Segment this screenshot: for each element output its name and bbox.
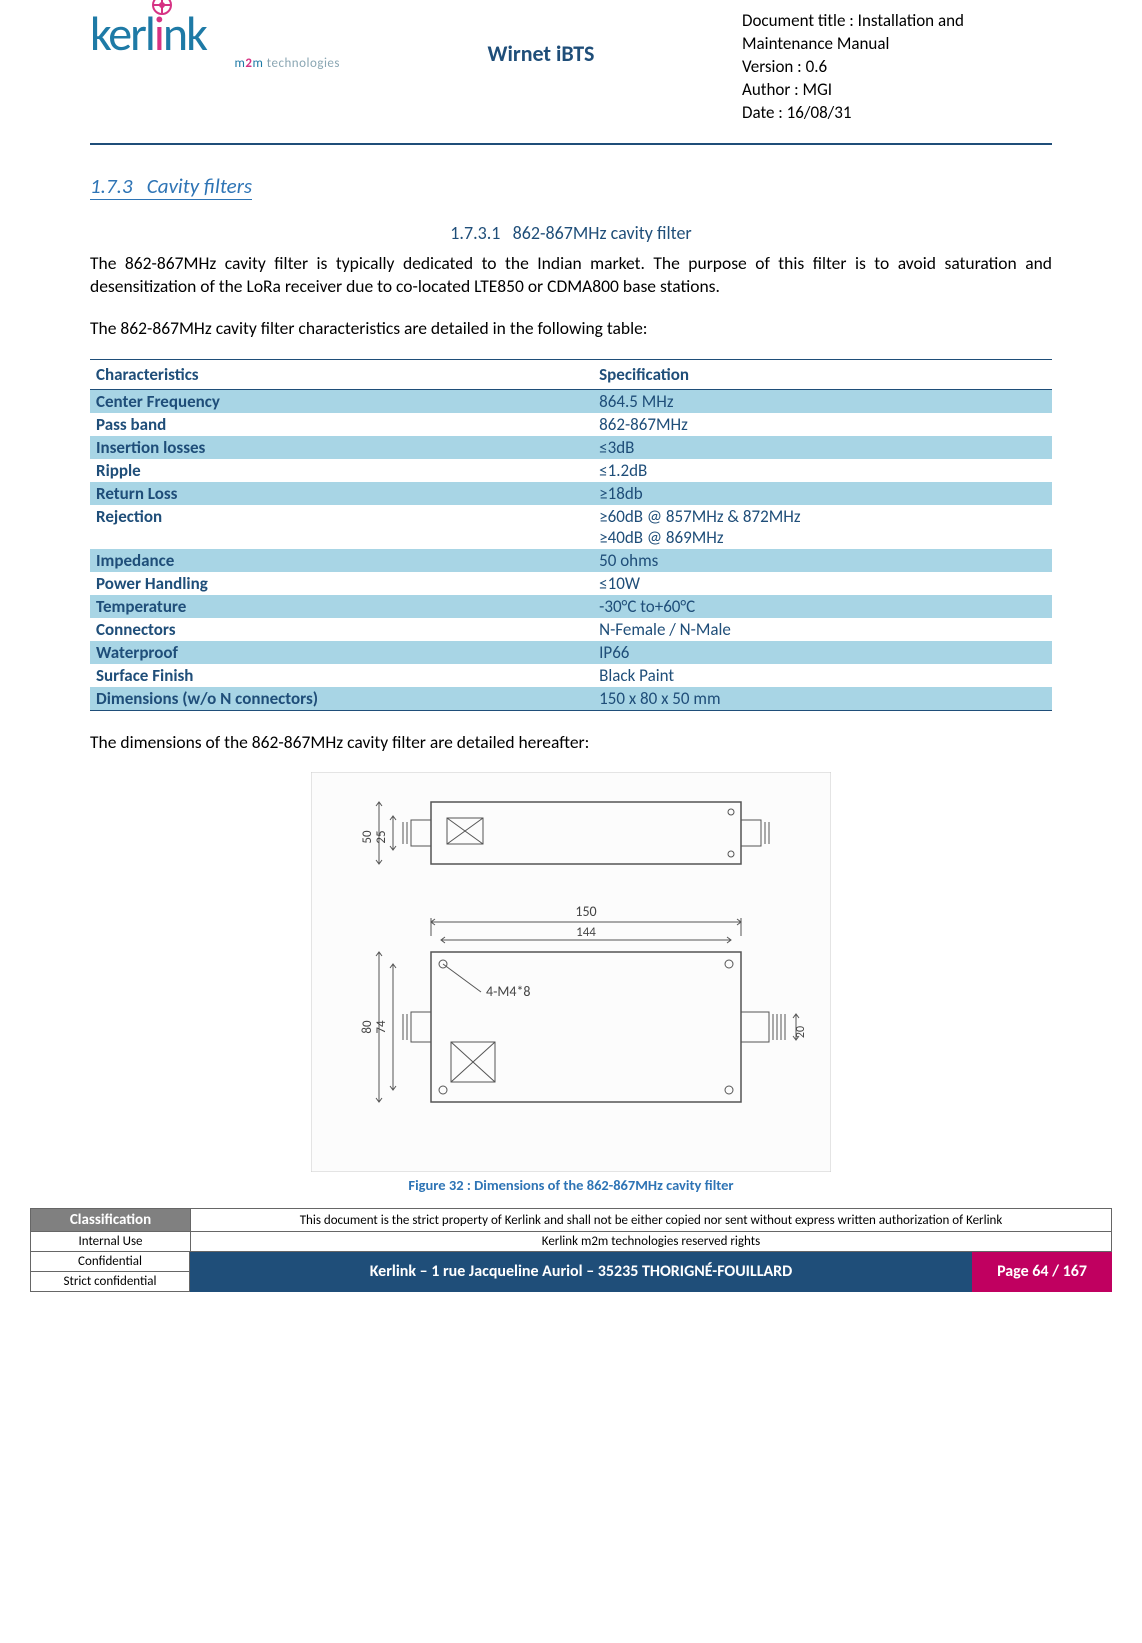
table-row: Pass band862-867MHz bbox=[90, 413, 1052, 436]
spec-value: Black Paint bbox=[593, 664, 1052, 687]
spec-characteristic: Dimensions (w/o N connectors) bbox=[90, 687, 593, 711]
spec-characteristic: Power Handling bbox=[90, 572, 593, 595]
svg-text:144: 144 bbox=[576, 925, 596, 940]
spec-value: N-Female / N-Male bbox=[593, 618, 1052, 641]
footer-address: Kerlink – 1 rue Jacqueline Auriol – 3523… bbox=[190, 1252, 972, 1292]
spec-characteristic: Impedance bbox=[90, 549, 593, 572]
spec-characteristic: Return Loss bbox=[90, 482, 593, 505]
table-row: Dimensions (w/o N connectors)150 x 80 x … bbox=[90, 687, 1052, 711]
spec-header-characteristics: Characteristics bbox=[90, 359, 593, 389]
spec-table: Characteristics Specification Center Fre… bbox=[90, 359, 1052, 711]
table-row: WaterproofIP66 bbox=[90, 641, 1052, 664]
spec-value: ≤1.2dB bbox=[593, 459, 1052, 482]
spec-characteristic: Surface Finish bbox=[90, 664, 593, 687]
svg-text:50: 50 bbox=[360, 830, 375, 844]
spec-header-specification: Specification bbox=[593, 359, 1052, 389]
spec-characteristic: Center Frequency bbox=[90, 389, 593, 413]
footer-classification-table: Classification This document is the stri… bbox=[30, 1208, 1112, 1252]
content: 1.7.3 Cavity filters 1.7.3.1 862-867MHz … bbox=[90, 145, 1052, 1195]
table-row: Rejection≥60dB @ 857MHz & 872MHz ≥40dB @… bbox=[90, 505, 1052, 549]
spec-value: 862-867MHz bbox=[593, 413, 1052, 436]
logo-text-1: kerl bbox=[90, 4, 154, 63]
heading-1-7-3: 1.7.3 Cavity filters bbox=[90, 173, 252, 200]
doc-metadata: Document title : Installation and Mainte… bbox=[742, 10, 1052, 125]
spec-value: IP66 bbox=[593, 641, 1052, 664]
svg-text:25: 25 bbox=[374, 831, 389, 844]
table-row: Center Frequency864.5 MHz bbox=[90, 389, 1052, 413]
table-row: ConnectorsN-Female / N-Male bbox=[90, 618, 1052, 641]
spec-characteristic: Rejection bbox=[90, 505, 593, 549]
svg-text:150: 150 bbox=[575, 903, 596, 920]
spec-characteristic: Waterproof bbox=[90, 641, 593, 664]
footer-page-number: Page 64 / 167 bbox=[972, 1252, 1112, 1292]
spec-value: ≤3dB bbox=[593, 436, 1052, 459]
table-row: Power Handling≤10W bbox=[90, 572, 1052, 595]
table-row: Temperature-30°C to+60°C bbox=[90, 595, 1052, 618]
table-row: Impedance50 ohms bbox=[90, 549, 1052, 572]
page-header: kerlink m2m technologies Wirnet iBTS Doc… bbox=[90, 0, 1052, 145]
spec-value: -30°C to+60°C bbox=[593, 595, 1052, 618]
spec-characteristic: Temperature bbox=[90, 595, 593, 618]
paragraph-dimensions: The dimensions of the 862-867MHz cavity … bbox=[90, 731, 1052, 755]
spec-characteristic: Connectors bbox=[90, 618, 593, 641]
table-row: Insertion losses≤3dB bbox=[90, 436, 1052, 459]
table-row: Ripple≤1.2dB bbox=[90, 459, 1052, 482]
product-name: Wirnet iBTS bbox=[340, 10, 742, 67]
spec-value: ≥18db bbox=[593, 482, 1052, 505]
svg-text:74: 74 bbox=[374, 1020, 389, 1034]
spec-value: 50 ohms bbox=[593, 549, 1052, 572]
spec-characteristic: Insertion losses bbox=[90, 436, 593, 459]
table-row: Return Loss≥18db bbox=[90, 482, 1052, 505]
footer-rights: Kerlink m2m technologies reserved rights bbox=[191, 1232, 1112, 1252]
dimension-drawing: 50 25 150 bbox=[311, 772, 831, 1172]
footer-address-bar: Confidential Strict confidential Kerlink… bbox=[30, 1252, 1112, 1292]
figure-caption: Figure 32 : Dimensions of the 862-867MHz… bbox=[90, 1176, 1052, 1194]
logo: kerlink m2m technologies bbox=[90, 10, 340, 71]
footer-notice: This document is the strict property of … bbox=[191, 1209, 1112, 1232]
spec-value: ≥60dB @ 857MHz & 872MHz ≥40dB @ 869MHz bbox=[593, 505, 1052, 549]
paragraph-table-intro: The 862-867MHz cavity filter characteris… bbox=[90, 317, 1052, 341]
figure-dimensions: 50 25 150 bbox=[90, 772, 1052, 1194]
spec-value: 150 x 80 x 50 mm bbox=[593, 687, 1052, 711]
classification-header: Classification bbox=[31, 1209, 191, 1232]
footer-internal-use: Internal Use bbox=[31, 1232, 191, 1252]
svg-text:20: 20 bbox=[794, 1026, 808, 1038]
spec-value: 864.5 MHz bbox=[593, 389, 1052, 413]
spec-characteristic: Pass band bbox=[90, 413, 593, 436]
spec-characteristic: Ripple bbox=[90, 459, 593, 482]
footer-strict-confidential: Strict confidential bbox=[31, 1272, 189, 1291]
svg-text:80: 80 bbox=[360, 1020, 375, 1034]
paragraph-intro: The 862-867MHz cavity filter is typicall… bbox=[90, 252, 1052, 299]
svg-text:4-M4*8: 4-M4*8 bbox=[486, 983, 531, 1000]
footer-confidential: Confidential bbox=[31, 1252, 189, 1272]
spec-value: ≤10W bbox=[593, 572, 1052, 595]
table-row: Surface FinishBlack Paint bbox=[90, 664, 1052, 687]
heading-1-7-3-1: 1.7.3.1 862-867MHz cavity filter bbox=[90, 222, 1052, 244]
